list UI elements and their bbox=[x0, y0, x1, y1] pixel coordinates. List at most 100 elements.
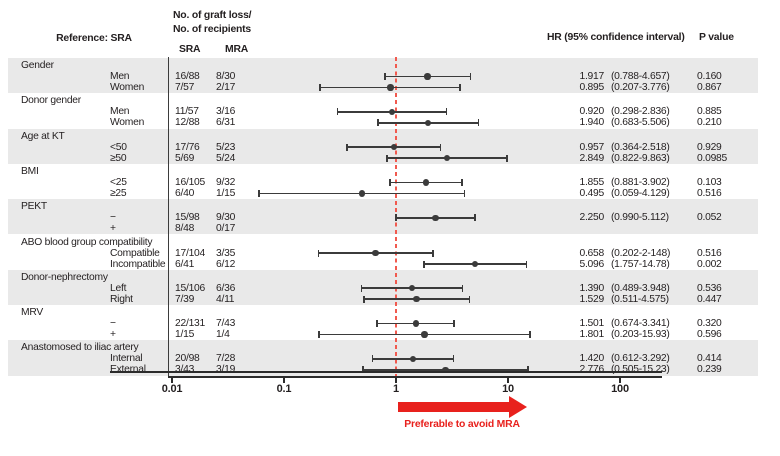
ci-cap-left bbox=[360, 284, 363, 292]
hr-point bbox=[412, 320, 419, 327]
p-value: 0.210 bbox=[697, 117, 722, 129]
ci-value: (0.788-4.657) bbox=[611, 71, 670, 82]
sra-count: 7/39 bbox=[175, 293, 195, 305]
row-label: <50 bbox=[110, 141, 127, 153]
row-label: Right bbox=[110, 293, 133, 305]
row-label: − bbox=[110, 318, 116, 330]
sra-count: 6/40 bbox=[175, 187, 195, 199]
group-block: ABO blood group compatibility Compatible 1… bbox=[8, 235, 758, 270]
sra-count: 15/98 bbox=[175, 212, 200, 224]
hr-value: 2.849 bbox=[579, 152, 604, 164]
preference-arrow-head-icon bbox=[509, 395, 527, 418]
row-label: Compatible bbox=[110, 247, 160, 259]
ci-value: (1.757-14.78) bbox=[611, 258, 670, 270]
x-axis-tick-label: 0.01 bbox=[161, 383, 183, 395]
ci-value: (0.203-15.93) bbox=[611, 329, 670, 341]
preference-arrow-label: Preferable to avoid MRA bbox=[404, 419, 520, 430]
sra-count: 8/48 bbox=[175, 223, 195, 235]
row-label: − bbox=[110, 212, 116, 224]
events-header-line1: No. of graft loss/ bbox=[173, 10, 252, 21]
p-value: 0.929 bbox=[697, 141, 722, 153]
hr-value: 0.495 bbox=[579, 187, 604, 199]
table-row: Men 11/57 3/16 0.920 (0.298-2.836) 0.885 bbox=[8, 106, 758, 117]
x-axis-tick bbox=[619, 377, 621, 383]
row-label: Men bbox=[110, 71, 130, 82]
ci-value: (0.612-3.292) bbox=[611, 353, 670, 365]
row-label: <25 bbox=[110, 176, 127, 188]
p-value: 0.160 bbox=[697, 71, 722, 82]
table-row: Men 16/88 8/30 1.917 (0.788-4.657) 0.160 bbox=[8, 71, 758, 82]
table-row: ≥50 5/69 5/24 2.849 (0.822-9.863) 0.0985 bbox=[8, 153, 758, 164]
row-label: ≥50 bbox=[110, 152, 127, 164]
sra-count: 1/15 bbox=[175, 329, 195, 341]
hr-value: 2.776 bbox=[579, 364, 604, 376]
hr-point bbox=[390, 143, 398, 151]
hr-point bbox=[443, 154, 451, 162]
ci-cap-left bbox=[362, 295, 365, 303]
column-header-hr: HR (95% confidence interval) bbox=[547, 32, 685, 43]
sra-count: 20/98 bbox=[175, 353, 200, 365]
row-label: External bbox=[110, 364, 146, 376]
ci-value: (0.202-2-148) bbox=[611, 247, 671, 259]
preference-arrow-body bbox=[398, 401, 509, 412]
mra-count: 7/28 bbox=[216, 353, 236, 365]
mra-count: 1/4 bbox=[216, 329, 230, 341]
mra-count: 8/30 bbox=[216, 71, 236, 82]
table-row: Incompatible 6/41 6/12 5.096 (1.757-14.78) 0.… bbox=[8, 259, 758, 270]
sra-count: 7/57 bbox=[175, 82, 195, 93]
ci-cap-right bbox=[439, 143, 442, 151]
mra-count: 6/36 bbox=[216, 282, 236, 294]
sra-count: 5/69 bbox=[175, 152, 195, 164]
group-block: Age at KT <50 17/76 5/23 0.957 (0.364-2.518) 0… bbox=[8, 128, 758, 164]
mra-count: 9/30 bbox=[216, 212, 236, 224]
ci-cap-left bbox=[371, 355, 374, 363]
sra-count: 16/105 bbox=[175, 176, 205, 188]
x-axis-tick bbox=[171, 377, 173, 383]
row-label: Incompatible bbox=[110, 258, 166, 270]
group-label: PEKT bbox=[21, 201, 47, 213]
hr-point bbox=[442, 366, 449, 374]
x-axis-line bbox=[168, 376, 662, 378]
row-label: Internal bbox=[110, 353, 143, 365]
ci-cap-right bbox=[453, 320, 456, 328]
hr-point bbox=[413, 296, 420, 303]
ci-value: (0.990-5.112) bbox=[611, 212, 669, 224]
group-label: MRV bbox=[21, 307, 43, 319]
sra-count: 17/104 bbox=[175, 247, 205, 259]
column-header-sra: SRA bbox=[179, 44, 201, 55]
mra-count: 2/17 bbox=[216, 82, 236, 93]
mra-count: 7/43 bbox=[216, 318, 236, 330]
ci-cap-right bbox=[529, 331, 532, 339]
sra-count: 17/76 bbox=[175, 141, 200, 153]
p-value: 0.536 bbox=[697, 282, 722, 294]
ci-cap-left bbox=[389, 178, 392, 186]
sra-count: 11/57 bbox=[175, 106, 199, 118]
ci-cap-left bbox=[376, 119, 379, 127]
hr-point bbox=[422, 179, 430, 186]
ci-value: (0.489-3.948) bbox=[611, 282, 670, 294]
x-axis-tick-label: 1 bbox=[393, 383, 399, 395]
ci-cap-right bbox=[461, 178, 463, 186]
p-value: 0.596 bbox=[697, 329, 722, 341]
mra-count: 1/15 bbox=[216, 187, 236, 199]
ci-cap-left bbox=[395, 214, 397, 222]
mra-count: 9/32 bbox=[216, 176, 236, 188]
p-value: 0.867 bbox=[697, 82, 722, 93]
row-label: Women bbox=[110, 117, 145, 129]
table-row: − 22/131 7/43 1.501 (0.674-3.341) 0.320 bbox=[8, 318, 758, 329]
ci-cap-left bbox=[422, 260, 425, 268]
p-value: 0.239 bbox=[697, 364, 722, 376]
sra-count: 15/106 bbox=[175, 282, 205, 294]
table-row: Compatible 17/104 3/35 0.658 (0.202-2-148) 0.… bbox=[8, 248, 758, 259]
ci-cap-left bbox=[336, 108, 339, 116]
hr-point bbox=[358, 190, 365, 197]
ci-value: (0.364-2.518) bbox=[611, 141, 670, 153]
hr-value: 1.855 bbox=[579, 176, 604, 188]
ci-value: (0.298-2.836) bbox=[611, 106, 670, 118]
hr-value: 5.096 bbox=[579, 258, 604, 270]
hr-point bbox=[421, 331, 428, 338]
hr-point bbox=[409, 355, 417, 363]
ci-cap-right bbox=[461, 284, 464, 292]
ci-cap-right bbox=[452, 355, 455, 363]
sra-count: 3/43 bbox=[175, 364, 195, 376]
